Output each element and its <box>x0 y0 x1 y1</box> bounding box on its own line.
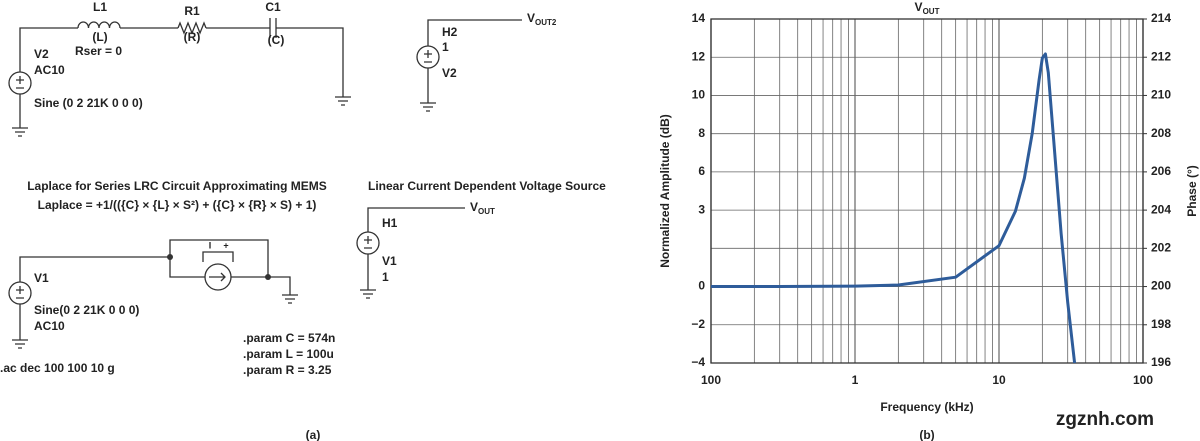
inductor <box>77 21 121 29</box>
current-source <box>202 251 234 291</box>
label: V2 <box>34 47 49 61</box>
label: .param C = 574n <box>243 331 335 345</box>
y-tick-label: 8 <box>698 126 705 140</box>
x-axis-label: Frequency (kHz) <box>880 400 973 414</box>
wire <box>19 239 291 340</box>
heading: Linear Current Dependent Voltage Source <box>368 179 606 193</box>
x-tick-label: 100 <box>701 373 721 387</box>
wire <box>19 27 344 128</box>
y2-tick-label: 214 <box>1151 11 1171 25</box>
y-tick-label: −4 <box>691 355 705 369</box>
y2-tick-label: 200 <box>1151 279 1171 293</box>
resistor <box>177 21 207 35</box>
label: OUT2 <box>535 18 557 27</box>
ground <box>335 96 351 106</box>
source <box>416 45 440 69</box>
ground <box>282 294 298 304</box>
label: + <box>223 240 228 250</box>
x-tick-label: 1 <box>852 373 859 387</box>
y-tick-label: 3 <box>698 202 705 216</box>
junction <box>265 274 271 280</box>
label: V2 <box>442 66 457 80</box>
y-tick-label: −2 <box>691 317 705 331</box>
label: H2 <box>442 25 458 39</box>
x-tick-label: 10 <box>992 373 1006 387</box>
y-tick-label: 0 <box>698 279 705 293</box>
label: OUT <box>478 207 495 216</box>
y2-tick-label: 204 <box>1151 202 1171 216</box>
y2-tick-label: 208 <box>1151 126 1171 140</box>
label: V <box>470 200 478 214</box>
label: .ac dec 100 100 10 g <box>0 361 115 375</box>
caption: (b) <box>919 428 934 441</box>
source <box>8 71 32 95</box>
series-line <box>711 52 1077 363</box>
y-tick-label: 6 <box>698 164 705 178</box>
title-sub: OUT <box>923 7 940 16</box>
net-label: VOUT <box>470 200 495 216</box>
caption: (a) <box>306 428 321 441</box>
label: I <box>209 240 212 250</box>
y2-axis-label: Phase (°) <box>1185 165 1199 216</box>
label: (L) <box>92 30 107 44</box>
source <box>8 281 32 305</box>
y2-tick-label: 210 <box>1151 88 1171 102</box>
heading: Laplace for Series LRC Circuit Approxima… <box>27 179 327 193</box>
plot-frame <box>710 18 1144 364</box>
y2-tick-label: 206 <box>1151 164 1171 178</box>
ground <box>360 289 376 299</box>
ground <box>12 339 28 349</box>
ground <box>420 102 436 112</box>
y-tick-label: 12 <box>692 49 706 63</box>
label: (C) <box>268 33 285 47</box>
label: H1 <box>382 216 398 230</box>
label: L1 <box>93 0 107 14</box>
y-tick-label: 14 <box>692 11 706 25</box>
chart: VOUT Frequency (kHz) Normalized Amplitud… <box>658 0 1199 441</box>
y2-tick-label: 196 <box>1151 355 1171 369</box>
label: 1 <box>442 40 449 54</box>
label: V <box>527 11 535 25</box>
watermark: zgznh.com <box>1056 409 1154 430</box>
wire <box>427 19 522 103</box>
y-tick-label: 10 <box>692 88 706 102</box>
y2-tick-label: 212 <box>1151 49 1171 63</box>
label: Sine(0 2 21K 0 0 0) <box>34 303 139 317</box>
label: AC10 <box>34 63 65 77</box>
net-label: VOUT2 <box>527 11 557 27</box>
x-tick-label: 100 <box>1133 373 1153 387</box>
y2-tick-label: 202 <box>1151 241 1171 255</box>
label: R1 <box>184 4 200 18</box>
junction <box>167 254 173 260</box>
label: (R) <box>184 30 201 44</box>
chart-title: VOUT <box>915 0 940 16</box>
capacitor <box>269 18 277 38</box>
source <box>356 231 380 255</box>
label: .param L = 100u <box>243 347 334 361</box>
label: .param R = 3.25 <box>243 363 332 377</box>
label: Rser = 0 <box>75 44 122 58</box>
label: Laplace = +1/(({C} × {L} × S²) + ({C} × … <box>38 198 317 212</box>
y2-tick-label: 198 <box>1151 317 1171 331</box>
schematic: L1 (L) Rser = 0 R1 (R) C1 (C) V2 AC10 Si… <box>0 0 606 441</box>
label: V1 <box>382 254 397 268</box>
label: C1 <box>265 0 281 14</box>
y-axis-label: Normalized Amplitude (dB) <box>658 114 672 268</box>
title: V <box>915 0 923 14</box>
ground <box>12 127 28 137</box>
wire <box>367 207 465 290</box>
label: 1 <box>382 270 389 284</box>
label: AC10 <box>34 319 65 333</box>
label: V1 <box>34 271 49 285</box>
label: Sine (0 2 21K 0 0 0) <box>34 96 143 110</box>
